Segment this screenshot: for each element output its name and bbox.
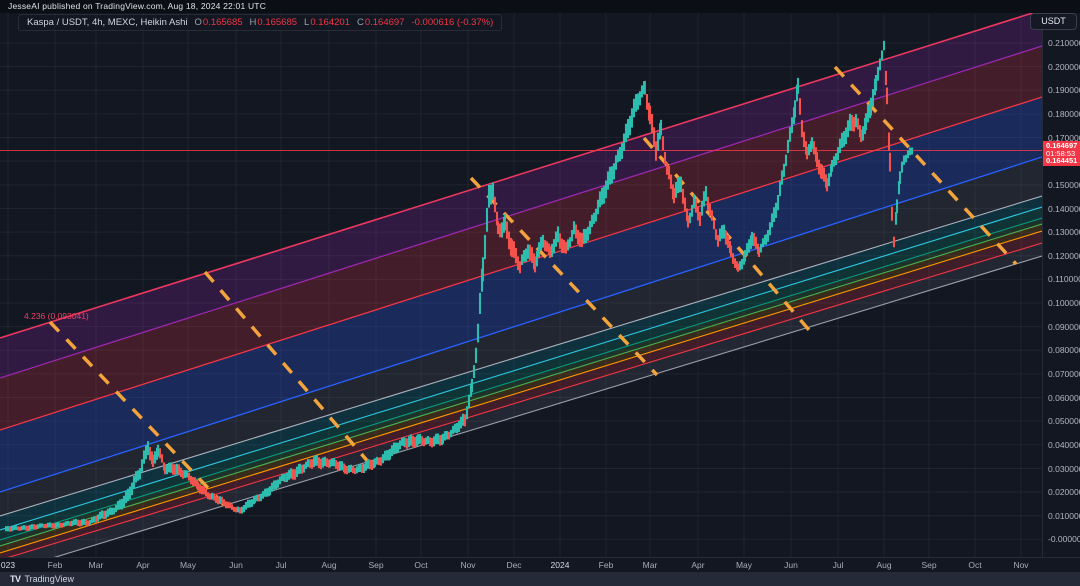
time-tick-label: Sep xyxy=(921,560,937,570)
time-tick-label: Jun xyxy=(784,560,798,570)
price-tick-label: 0.120000 xyxy=(1048,250,1080,261)
price-tick-label: 0.190000 xyxy=(1048,85,1080,96)
time-tick-label: 023 xyxy=(0,560,16,570)
high-value: H 0.165685 xyxy=(249,17,298,28)
time-tick-label: Jul xyxy=(832,560,844,570)
attribution-bar: JesseAI published on TradingView.com, Au… xyxy=(0,0,1080,13)
symbol-title: Kaspa / USDT, 4h, MEXC, Heikin Ashi xyxy=(27,17,188,28)
time-tick-label: Nov xyxy=(1013,560,1029,570)
price-tick-label: 0.010000 xyxy=(1048,510,1080,521)
time-tick-label: Mar xyxy=(642,560,658,570)
price-tick-label: 0.040000 xyxy=(1048,439,1080,450)
time-tick-label: May xyxy=(179,560,197,570)
price-tick-label: 0.140000 xyxy=(1048,203,1080,214)
time-tick-label: Sep xyxy=(368,560,384,570)
chart-canvas[interactable] xyxy=(0,0,1042,557)
price-scale[interactable]: 0.164697 01:58:53 0.164451 0.210000 0.200… xyxy=(1042,13,1080,557)
time-tick-label: Jun xyxy=(229,560,243,570)
price-tick-label: 0.080000 xyxy=(1048,345,1080,356)
currency-toggle-button[interactable]: USDT xyxy=(1030,13,1077,30)
price-tick-label: 0.170000 xyxy=(1048,132,1080,143)
price-tick-label: 0.110000 xyxy=(1048,274,1080,285)
tradingview-wordmark: TradingView xyxy=(24,574,75,584)
time-tick-label: Aug xyxy=(321,560,337,570)
price-tick-label: 0.070000 xyxy=(1048,368,1080,379)
time-tick-label: May xyxy=(735,560,753,570)
price-tick-label: 0.020000 xyxy=(1048,487,1080,498)
price-tick-label: 0.050000 xyxy=(1048,416,1080,427)
time-tick-label: Dec xyxy=(506,560,522,570)
fib-level-label: 4.236 (0.093041) xyxy=(24,311,89,321)
time-tick-label: Nov xyxy=(460,560,476,570)
time-tick-label: Oct xyxy=(414,560,428,570)
time-tick-label: 2024 xyxy=(550,560,570,570)
time-tick-label: Aug xyxy=(876,560,892,570)
tradingview-logo-icon: TV xyxy=(10,574,21,584)
low-value: L 0.164201 xyxy=(304,17,350,28)
bar-countdown: 01:58:53 xyxy=(1046,148,1076,158)
price-tick-label: 0.180000 xyxy=(1048,108,1080,119)
price-tick-label: 0.100000 xyxy=(1048,298,1080,308)
last-price-label: 0.164697 01:58:53 0.164451 xyxy=(1043,141,1080,166)
time-tick-label: Feb xyxy=(598,560,614,570)
time-tick-label: Apr xyxy=(691,560,705,570)
bottom-toolbar: TV TradingView xyxy=(0,572,1080,586)
price-tick-label: 0.150000 xyxy=(1048,179,1080,190)
price-tick-label: 0.060000 xyxy=(1048,392,1080,403)
time-tick-label: Jul xyxy=(275,560,287,570)
change-value: -0.000616 (-0.37%) xyxy=(411,17,494,28)
symbol-legend[interactable]: Kaspa / USDT, 4h, MEXC, Heikin Ashi O 0.1… xyxy=(18,14,503,31)
price-tick-label: 0.200000 xyxy=(1048,61,1080,72)
time-tick-label: Oct xyxy=(968,560,982,570)
price-tick-label: 0.130000 xyxy=(1048,227,1080,238)
time-tick-label: Apr xyxy=(136,560,150,570)
time-tick-label: Feb xyxy=(47,560,63,570)
close-value: C 0.164697 xyxy=(356,17,405,28)
price-tick-label: 0.090000 xyxy=(1048,321,1080,332)
time-axis[interactable]: 023 Feb Mar Apr May Jun Jul Aug Sep Oct Nov Dec 2024… xyxy=(0,557,1080,572)
last-trade-price: 0.164451 xyxy=(1046,156,1078,165)
price-tick-label: 0.210000 xyxy=(1048,38,1080,48)
ha-close-price: 0.164697 xyxy=(1046,141,1078,150)
price-tick-label: 0.030000 xyxy=(1048,463,1080,474)
time-tick-label: Mar xyxy=(88,560,104,570)
attribution-text: JesseAI published on TradingView.com, Au… xyxy=(8,1,267,11)
open-value: O 0.165685 xyxy=(194,17,243,28)
